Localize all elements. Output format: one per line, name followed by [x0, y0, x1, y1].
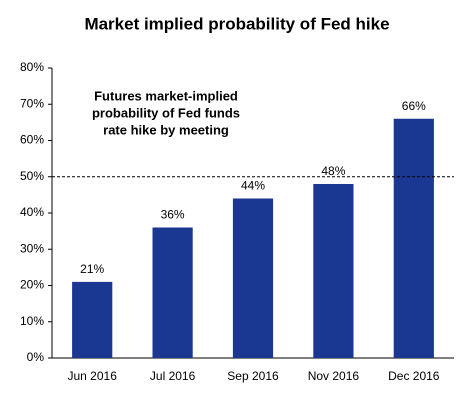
chart-title: Market implied probability of Fed hike [84, 14, 389, 33]
annotation: probability of Fed funds [92, 105, 240, 120]
bar [152, 227, 193, 358]
bar [313, 184, 354, 358]
y-tick-label: 50% [20, 169, 44, 183]
bar [393, 118, 434, 358]
bar [72, 281, 113, 358]
y-tick-label: 20% [20, 278, 44, 292]
y-tick-label: 80% [20, 60, 44, 74]
y-tick-label: 70% [20, 96, 44, 110]
y-tick-label: 0% [27, 350, 45, 364]
x-tick-label: Nov 2016 [308, 369, 360, 383]
value-label: 21% [80, 262, 104, 276]
value-label: 44% [241, 179, 265, 193]
value-label: 48% [321, 164, 345, 178]
x-tick-label: Sep 2016 [227, 369, 279, 383]
y-tick-label: 30% [20, 241, 44, 255]
value-label: 66% [402, 99, 426, 113]
value-label: 36% [161, 208, 185, 222]
y-tick-label: 40% [20, 205, 44, 219]
y-tick-label: 10% [20, 314, 44, 328]
x-tick-label: Jul 2016 [150, 369, 196, 383]
annotation: rate hike by meeting [103, 122, 229, 137]
y-tick-label: 60% [20, 133, 44, 147]
annotation: Futures market-implied [94, 88, 238, 103]
bar [232, 198, 274, 358]
x-tick-label: Dec 2016 [388, 369, 440, 383]
x-tick-label: Jun 2016 [68, 369, 118, 383]
